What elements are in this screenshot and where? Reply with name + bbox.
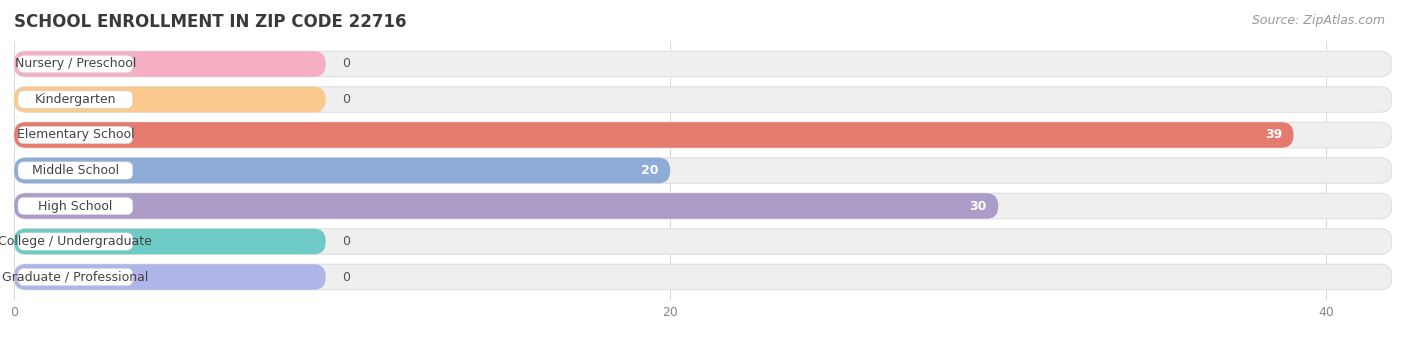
Text: Middle School: Middle School (32, 164, 120, 177)
FancyBboxPatch shape (18, 126, 132, 144)
Text: Graduate / Professional: Graduate / Professional (3, 270, 149, 283)
Text: Source: ZipAtlas.com: Source: ZipAtlas.com (1251, 14, 1385, 27)
FancyBboxPatch shape (18, 197, 132, 215)
FancyBboxPatch shape (18, 55, 132, 73)
FancyBboxPatch shape (14, 264, 326, 290)
FancyBboxPatch shape (18, 268, 132, 286)
Text: 39: 39 (1265, 129, 1282, 142)
FancyBboxPatch shape (14, 122, 1294, 148)
FancyBboxPatch shape (14, 229, 326, 254)
Text: 0: 0 (342, 58, 350, 71)
Text: 0: 0 (342, 93, 350, 106)
Text: 0: 0 (342, 235, 350, 248)
Text: Nursery / Preschool: Nursery / Preschool (14, 58, 136, 71)
Text: 30: 30 (969, 199, 987, 212)
Text: College / Undergraduate: College / Undergraduate (0, 235, 152, 248)
Text: High School: High School (38, 199, 112, 212)
Text: SCHOOL ENROLLMENT IN ZIP CODE 22716: SCHOOL ENROLLMENT IN ZIP CODE 22716 (14, 13, 406, 31)
FancyBboxPatch shape (14, 87, 326, 112)
FancyBboxPatch shape (14, 264, 1392, 290)
Text: Kindergarten: Kindergarten (35, 93, 117, 106)
FancyBboxPatch shape (14, 193, 998, 219)
FancyBboxPatch shape (14, 158, 1392, 183)
FancyBboxPatch shape (14, 193, 1392, 219)
FancyBboxPatch shape (14, 87, 1392, 112)
Text: Elementary School: Elementary School (17, 129, 134, 142)
FancyBboxPatch shape (14, 229, 1392, 254)
FancyBboxPatch shape (14, 122, 1392, 148)
FancyBboxPatch shape (14, 51, 326, 77)
Text: 20: 20 (641, 164, 658, 177)
FancyBboxPatch shape (18, 233, 132, 250)
FancyBboxPatch shape (18, 91, 132, 108)
FancyBboxPatch shape (14, 158, 671, 183)
FancyBboxPatch shape (18, 162, 132, 179)
FancyBboxPatch shape (14, 51, 1392, 77)
Text: 0: 0 (342, 270, 350, 283)
